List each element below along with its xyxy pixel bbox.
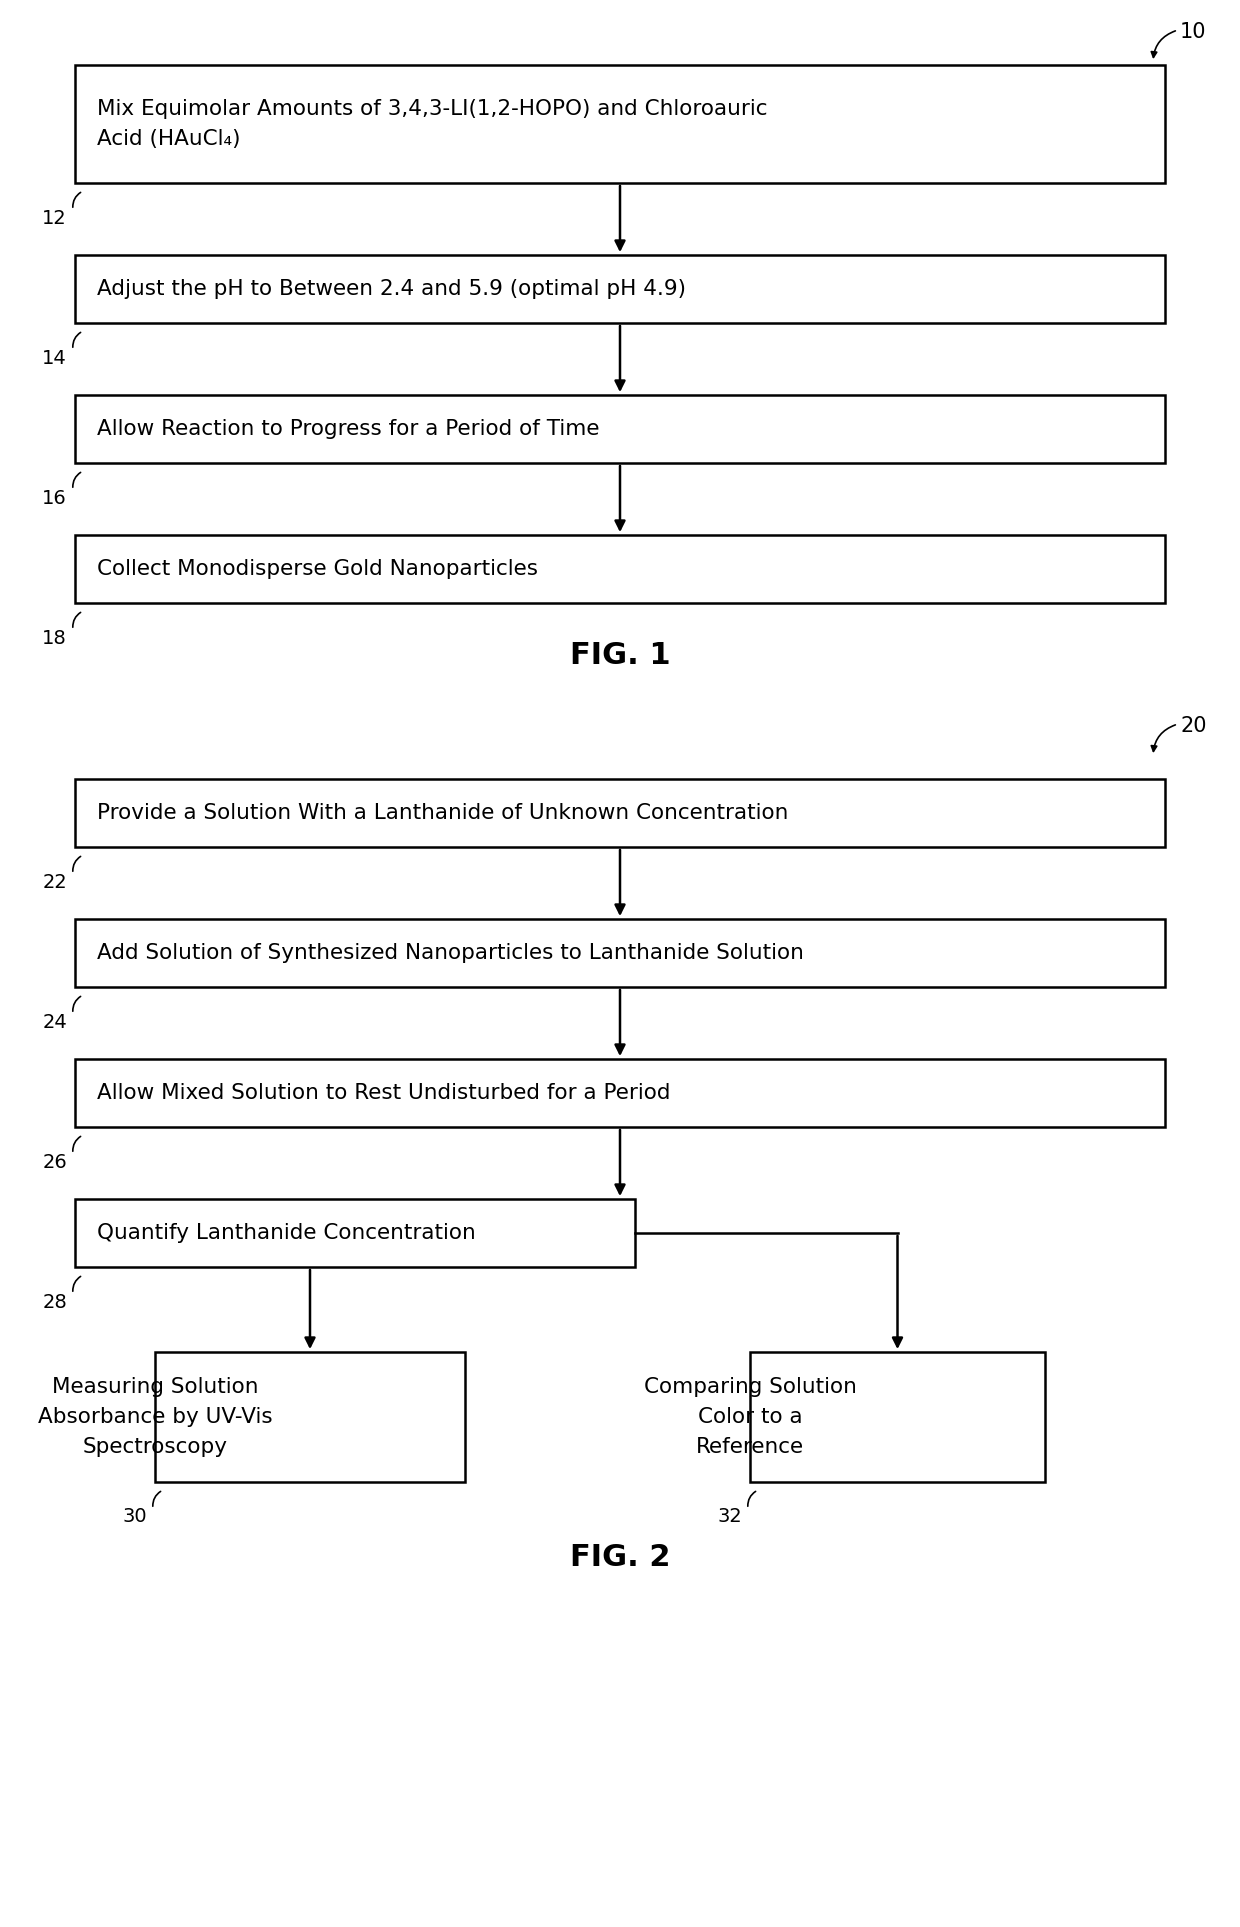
Text: 24: 24 bbox=[42, 1012, 67, 1031]
Text: Collect Monodisperse Gold Nanoparticles: Collect Monodisperse Gold Nanoparticles bbox=[97, 559, 538, 578]
Bar bbox=[74, 779, 1166, 848]
Bar bbox=[750, 1353, 1045, 1482]
Text: FIG. 2: FIG. 2 bbox=[569, 1542, 671, 1572]
Text: 10: 10 bbox=[1180, 21, 1207, 42]
Text: 22: 22 bbox=[42, 873, 67, 892]
Text: FIG. 1: FIG. 1 bbox=[569, 640, 671, 669]
Bar bbox=[74, 254, 1166, 324]
Text: Quantify Lanthanide Concentration: Quantify Lanthanide Concentration bbox=[97, 1224, 476, 1243]
Bar bbox=[74, 395, 1166, 462]
Text: Mix Equimolar Amounts of 3,4,3-LI(1,2-HOPO) and Chloroauric
Acid (HAuCl₄): Mix Equimolar Amounts of 3,4,3-LI(1,2-HO… bbox=[97, 98, 768, 148]
Bar bbox=[74, 66, 1166, 183]
Text: 32: 32 bbox=[717, 1507, 742, 1526]
Bar bbox=[74, 1060, 1166, 1127]
Text: 12: 12 bbox=[42, 208, 67, 227]
Text: 30: 30 bbox=[123, 1507, 148, 1526]
Text: 16: 16 bbox=[42, 489, 67, 507]
Text: Provide a Solution With a Lanthanide of Unknown Concentration: Provide a Solution With a Lanthanide of … bbox=[97, 804, 789, 823]
Bar bbox=[74, 1199, 635, 1266]
Text: Allow Reaction to Progress for a Period of Time: Allow Reaction to Progress for a Period … bbox=[97, 418, 599, 439]
Text: Allow Mixed Solution to Rest Undisturbed for a Period: Allow Mixed Solution to Rest Undisturbed… bbox=[97, 1083, 671, 1102]
Text: 20: 20 bbox=[1180, 717, 1207, 736]
Text: Comparing Solution
Color to a
Reference: Comparing Solution Color to a Reference bbox=[644, 1378, 857, 1457]
Text: 28: 28 bbox=[42, 1293, 67, 1312]
Text: 14: 14 bbox=[42, 349, 67, 368]
Text: Adjust the pH to Between 2.4 and 5.9 (optimal pH 4.9): Adjust the pH to Between 2.4 and 5.9 (op… bbox=[97, 279, 686, 299]
Bar bbox=[74, 536, 1166, 603]
Text: 18: 18 bbox=[42, 628, 67, 647]
Text: Measuring Solution
Absorbance by UV-Vis
Spectroscopy: Measuring Solution Absorbance by UV-Vis … bbox=[37, 1378, 273, 1457]
Bar bbox=[155, 1353, 465, 1482]
Text: Add Solution of Synthesized Nanoparticles to Lanthanide Solution: Add Solution of Synthesized Nanoparticle… bbox=[97, 942, 804, 964]
Text: 26: 26 bbox=[42, 1152, 67, 1172]
Bar bbox=[74, 919, 1166, 987]
